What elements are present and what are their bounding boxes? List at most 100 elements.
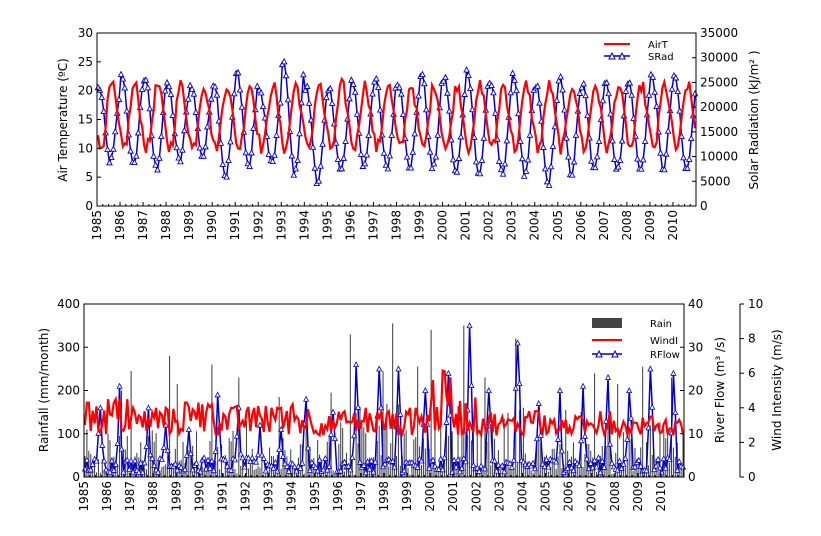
- bottom-x-tick-label: 2000: [423, 481, 437, 512]
- rain-bar: [482, 469, 484, 477]
- srad-point: [455, 154, 463, 161]
- top-left-axis-label: Air Temperature (ºC): [56, 58, 70, 182]
- srad-point: [348, 76, 355, 83]
- rain-bar: [397, 404, 399, 477]
- rflow-point: [151, 461, 158, 468]
- rain-bar: [255, 468, 257, 477]
- bottom-right-y-tick-label: 40: [688, 297, 703, 311]
- rflow-point: [558, 447, 565, 454]
- rflow-point: [622, 454, 629, 461]
- rain-bar: [672, 447, 674, 477]
- srad-point: [563, 134, 570, 141]
- rflow-point: [83, 456, 90, 463]
- srad-point: [662, 150, 670, 157]
- rflow-point: [206, 464, 214, 471]
- srad-point: [549, 142, 557, 149]
- top-x-tick-label: 1988: [159, 210, 173, 241]
- srad-point: [564, 153, 572, 160]
- rain-bar: [92, 469, 94, 477]
- bottom-left-y-tick-label: 100: [57, 427, 80, 441]
- srad-point: [634, 155, 641, 162]
- rflow-point: [499, 462, 506, 469]
- top-x-tick-label: 2008: [620, 210, 634, 241]
- rflow-point: [93, 457, 100, 464]
- bottom-left-y-tick-label: 300: [57, 340, 80, 354]
- srad-point: [449, 155, 457, 163]
- bottom-right2-y-tick-label: 8: [748, 332, 756, 346]
- legend-rflow-marker: [611, 349, 619, 358]
- srad-point: [582, 91, 589, 99]
- rain-bar: [349, 334, 351, 477]
- rflow-point: [274, 467, 281, 474]
- rflow-point: [656, 464, 664, 471]
- srad-point: [109, 145, 117, 152]
- rain-bar: [561, 467, 563, 477]
- srad-point: [213, 91, 221, 98]
- srad-point: [184, 95, 192, 102]
- rain-bar: [190, 459, 192, 477]
- rflow-point: [443, 418, 450, 425]
- rain-bar: [453, 465, 455, 477]
- bottom-right2-y-tick-label: 4: [748, 401, 756, 415]
- legend-windi-label: WindI: [650, 336, 678, 347]
- srad-point: [403, 153, 411, 160]
- rflow-point: [510, 456, 517, 463]
- bottom-right2-y-tick-label: 2: [748, 435, 756, 449]
- bottom-x-tick-label: 2001: [446, 481, 460, 512]
- srad-point: [242, 148, 250, 156]
- rflow-point: [624, 435, 631, 442]
- srad-point: [338, 164, 346, 172]
- rain-bar: [367, 467, 369, 477]
- rain-bar: [622, 432, 624, 477]
- rflow-point: [439, 466, 446, 473]
- rain-bar: [674, 456, 676, 477]
- srad-point: [108, 153, 115, 161]
- rain-bar: [167, 455, 169, 477]
- top-right-y-tick-label: 5000: [700, 174, 731, 188]
- srad-point: [346, 94, 353, 102]
- srad-point: [653, 102, 660, 109]
- srad-point: [399, 110, 407, 118]
- rflow-point: [541, 463, 548, 470]
- top-left-y-tick-label: 30: [78, 26, 93, 40]
- srad-point: [177, 157, 184, 165]
- srad-point: [188, 85, 196, 92]
- srad-point: [407, 164, 415, 171]
- rain-bar: [186, 445, 188, 477]
- rain-bar: [572, 442, 574, 477]
- top-x-tick-label: 2002: [482, 210, 496, 241]
- rflow-point: [616, 457, 623, 464]
- srad-point: [570, 158, 578, 165]
- rain-bar: [609, 435, 611, 477]
- srad-point: [156, 154, 163, 161]
- srad-point: [691, 89, 699, 97]
- bottom-x-tick-label: 2007: [585, 481, 599, 512]
- rflow-point: [597, 469, 604, 476]
- rain-bar: [245, 420, 248, 477]
- rain-bar: [257, 466, 259, 477]
- srad-point: [472, 158, 480, 165]
- srad-point: [430, 159, 438, 167]
- rain-bar: [653, 470, 655, 477]
- rflow-point: [651, 466, 658, 473]
- rflow-point: [143, 442, 150, 449]
- rflow-point: [304, 444, 312, 451]
- bottom-plot-frame: [83, 303, 685, 478]
- rflow-point: [276, 446, 283, 453]
- rflow-point: [201, 454, 208, 461]
- rain-bar: [380, 455, 382, 477]
- srad-point: [687, 134, 695, 142]
- srad-point: [192, 108, 200, 115]
- srad-point: [282, 71, 290, 79]
- top-x-tick-label: 2005: [551, 210, 565, 241]
- rflow-point: [647, 365, 654, 372]
- bottom-x-tick-label: 2008: [608, 481, 622, 512]
- srad-point: [641, 137, 649, 144]
- rain-bar: [134, 456, 136, 477]
- rflow-point: [501, 468, 508, 475]
- rflow-point: [362, 469, 369, 476]
- rain-bar: [378, 425, 380, 477]
- top-right-y-tick-label: 10000: [700, 150, 738, 164]
- rflow-point: [349, 454, 356, 461]
- srad-point: [186, 81, 194, 89]
